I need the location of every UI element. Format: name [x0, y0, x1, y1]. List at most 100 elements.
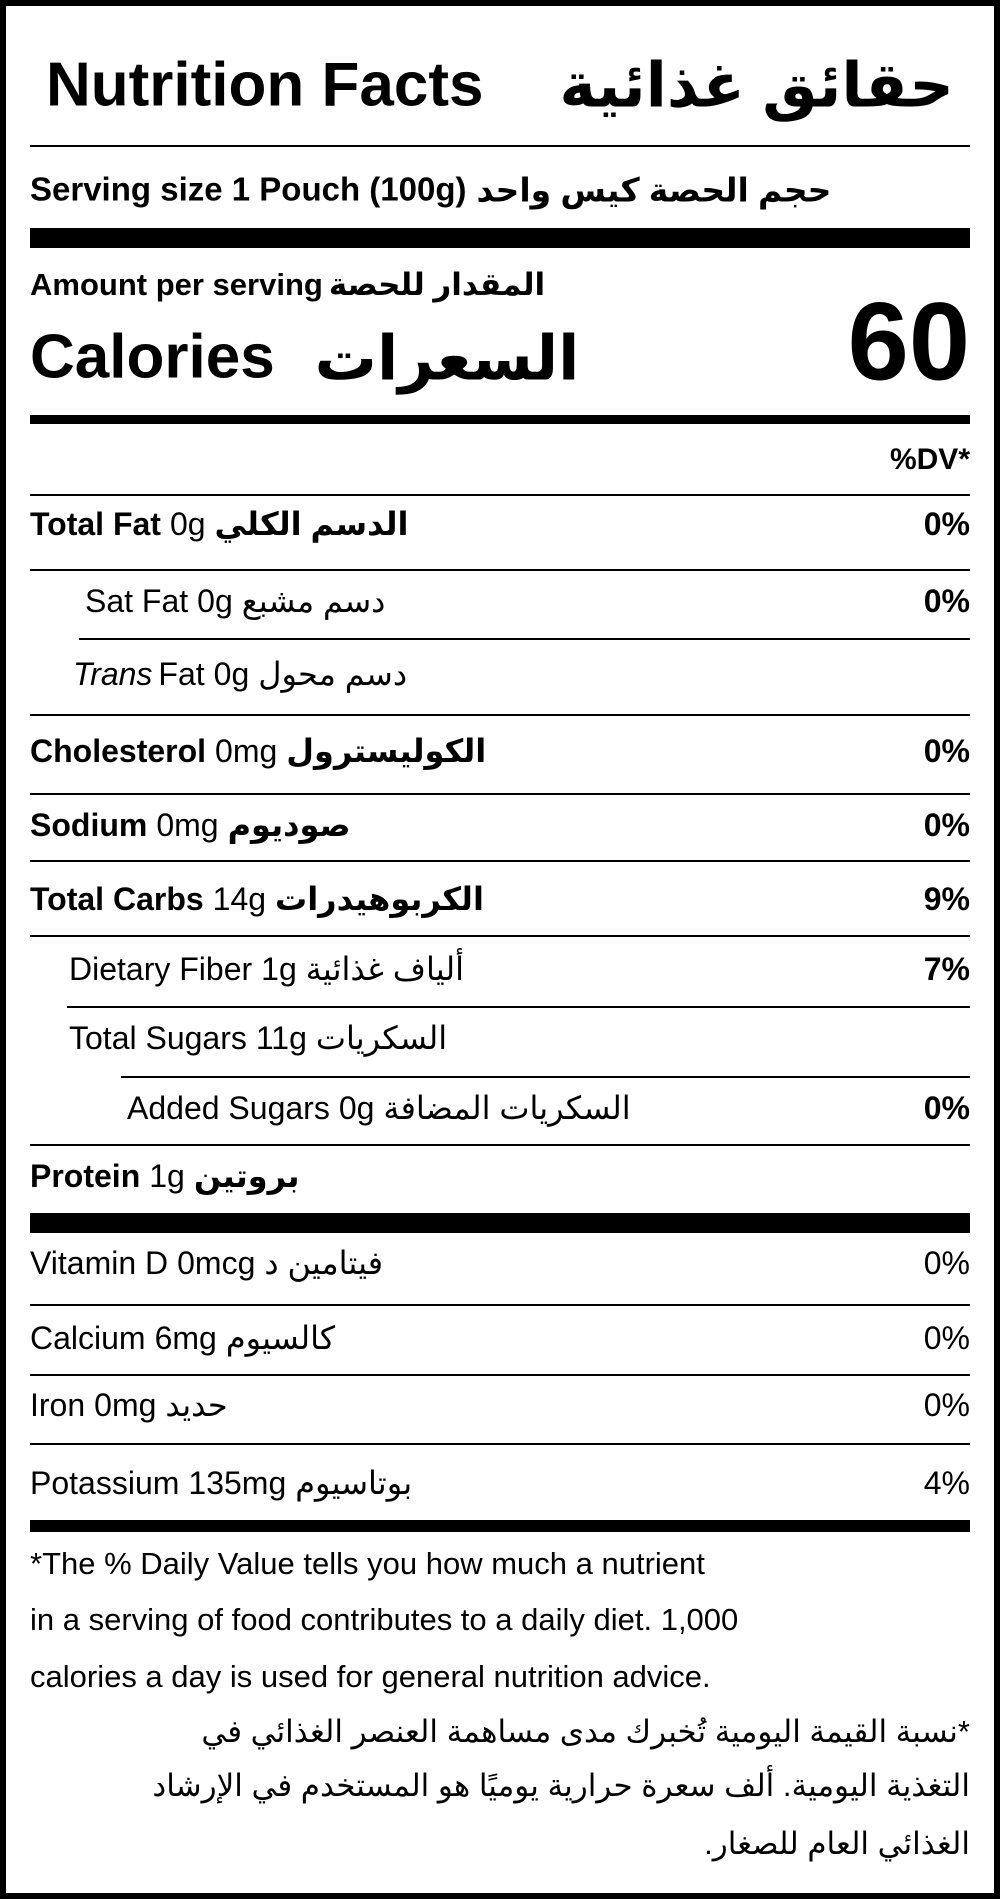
divider: [30, 860, 970, 862]
divider: [30, 145, 970, 147]
nutrient-arabic: فيتامين د: [264, 1245, 384, 1281]
daily-value: 9%: [923, 880, 970, 917]
nutrient-row: Trans Fat 0g دسم محول: [73, 655, 970, 693]
nutrient-label: Cholesterol: [30, 732, 207, 769]
nutrient-text: Sodium 0mg صوديوم: [30, 806, 351, 844]
nutrient-arabic: حديد: [165, 1387, 228, 1423]
nutrient-amount: 14g: [212, 880, 267, 917]
nutrient-label: Sat Fat: [85, 582, 189, 619]
nutrient-arabic: السكريات المضافة: [383, 1090, 631, 1126]
nutrient-label: Added Sugars: [127, 1089, 330, 1126]
serving-size-arabic: حجم الحصة كيس واحد: [476, 171, 832, 209]
nutrient-arabic: الكربوهيدرات: [275, 881, 484, 917]
calories-label: Calories: [30, 322, 275, 392]
nutrient-text: Added Sugars 0g السكريات المضافة: [127, 1089, 631, 1127]
nutrient-label: Calcium: [30, 1319, 146, 1356]
nutrient-row: Potassium 135mg بوتاسيوم 4%: [30, 1464, 970, 1502]
daily-value: 0%: [923, 1244, 970, 1281]
divider: [30, 1144, 970, 1146]
amount-label: Amount per serving: [30, 267, 323, 302]
medium-bar: [30, 1520, 970, 1532]
nutrient-amount: 0g: [213, 655, 250, 692]
footnote-line: in a serving of food contributes to a da…: [30, 1602, 739, 1637]
nutrient-text: Calcium 6mg كالسيوم: [30, 1319, 335, 1357]
divider: [121, 1076, 970, 1078]
nutrient-arabic: كالسيوم: [225, 1320, 336, 1356]
nutrient-amount: 11g: [255, 1019, 307, 1056]
nutrient-label: Vitamin D: [30, 1244, 169, 1281]
nutrient-text: Cholesterol 0mg الكوليسترول: [30, 732, 486, 770]
nutrient-label: Potassium: [30, 1464, 180, 1501]
nutrient-arabic: بروتين: [193, 1158, 300, 1194]
nutrient-label: Dietary Fiber: [69, 950, 253, 987]
serving: Serving size 1 Pouch (100g) حجم الحصة كي…: [30, 171, 831, 210]
divider: [79, 638, 970, 640]
nutrient-label: Protein: [30, 1157, 141, 1194]
serving-size: Serving size 1 Pouch (100g): [30, 170, 467, 208]
nutrient-label: Iron: [30, 1386, 86, 1423]
calories-label-arabic: السعرات: [314, 324, 580, 394]
nutrient-amount: 1g: [261, 950, 297, 987]
nutrient-row: Cholesterol 0mg الكوليسترول 0%: [30, 732, 970, 770]
nutrient-amount: 0mg: [94, 1386, 157, 1423]
nutrient-row: Calcium 6mg كالسيوم 0%: [30, 1319, 970, 1357]
nutrient-row: Protein 1g بروتين: [30, 1157, 970, 1195]
daily-value: 0%: [923, 732, 970, 769]
divider: [67, 1006, 970, 1008]
daily-value: 0%: [923, 806, 970, 843]
divider: [30, 1374, 970, 1376]
nutrient-label: Sodium: [30, 806, 148, 843]
divider: [30, 793, 970, 795]
nutrient-label-italic: Trans: [73, 655, 153, 692]
nutrient-text: Dietary Fiber 1g ألياف غذائية: [69, 950, 464, 988]
nutrient-row: Total Sugars 11g السكريات: [69, 1019, 970, 1057]
nutrient-arabic: الكوليسترول: [286, 733, 487, 769]
nutrient-amount: 0mcg: [177, 1244, 256, 1281]
nutrient-row: Sodium 0mg صوديوم 0%: [30, 806, 970, 844]
footnote-line-arabic: الغذائي العام للصغار.: [704, 1826, 970, 1861]
nutrient-arabic: السكريات: [315, 1020, 448, 1056]
title-arabic: حقائق غذائية: [559, 51, 954, 121]
divider: [30, 714, 970, 716]
daily-value: 7%: [923, 950, 970, 987]
nutrient-arabic: دسم محول: [258, 656, 408, 692]
divider: [30, 494, 970, 496]
calories-value: 60: [847, 280, 970, 404]
nutrient-label: Total Fat: [30, 505, 161, 542]
nutrient-arabic: بوتاسيوم: [295, 1465, 413, 1501]
amount-per-serving: Amount per serving المقدار للحصة: [30, 267, 545, 303]
calories-row: Calories السعرات: [30, 322, 579, 395]
nutrient-row: Vitamin D 0mcg فيتامين د 0%: [30, 1244, 970, 1282]
footnote-line-arabic: التغذية اليومية. ألف سعرة حرارية يوميًا …: [152, 1768, 970, 1803]
nutrient-text: Trans Fat 0g دسم محول: [73, 655, 407, 693]
thick-bar: [30, 228, 970, 248]
nutrient-arabic: صوديوم: [227, 807, 351, 843]
daily-value: 0%: [923, 1386, 970, 1423]
nutrient-label: Total Carbs: [30, 880, 204, 917]
dv-header: %DV*: [889, 443, 970, 476]
footnote-line-arabic: *نسبة القيمة اليومية تُخبرك مدى مساهمة ا…: [201, 1714, 970, 1749]
footnote-line: calories a day is used for general nutri…: [30, 1659, 711, 1694]
nutrient-row: Total Carbs 14g الكربوهيدرات 9%: [30, 880, 970, 918]
title: Nutrition Facts: [46, 50, 484, 120]
nutrient-text: Iron 0mg حديد: [30, 1386, 228, 1424]
divider: [30, 935, 970, 937]
nutrient-text: Total Fat 0g الدسم الكلي: [30, 505, 409, 543]
daily-value: 0%: [923, 1089, 970, 1126]
daily-value: 0%: [923, 582, 970, 619]
nutrient-amount: 0g: [197, 582, 233, 619]
nutrient-row: Dietary Fiber 1g ألياف غذائية 7%: [69, 950, 970, 988]
daily-value: 0%: [923, 1319, 970, 1356]
daily-value: 0%: [923, 505, 970, 542]
nutrient-row: Added Sugars 0g السكريات المضافة 0%: [127, 1089, 970, 1127]
medium-bar: [30, 415, 970, 424]
nutrient-text: Vitamin D 0mcg فيتامين د: [30, 1244, 383, 1282]
footnote-line: *The % Daily Value tells you how much a …: [30, 1546, 705, 1581]
nutrient-amount: 135mg: [188, 1464, 287, 1501]
nutrient-row: Sat Fat 0g دسم مشبع 0%: [85, 582, 970, 620]
nutrient-amount: 0mg: [215, 732, 278, 769]
nutrient-arabic: دسم مشبع: [241, 583, 386, 619]
divider: [30, 1443, 970, 1445]
amount-label-arabic: المقدار للحصة: [328, 267, 546, 302]
